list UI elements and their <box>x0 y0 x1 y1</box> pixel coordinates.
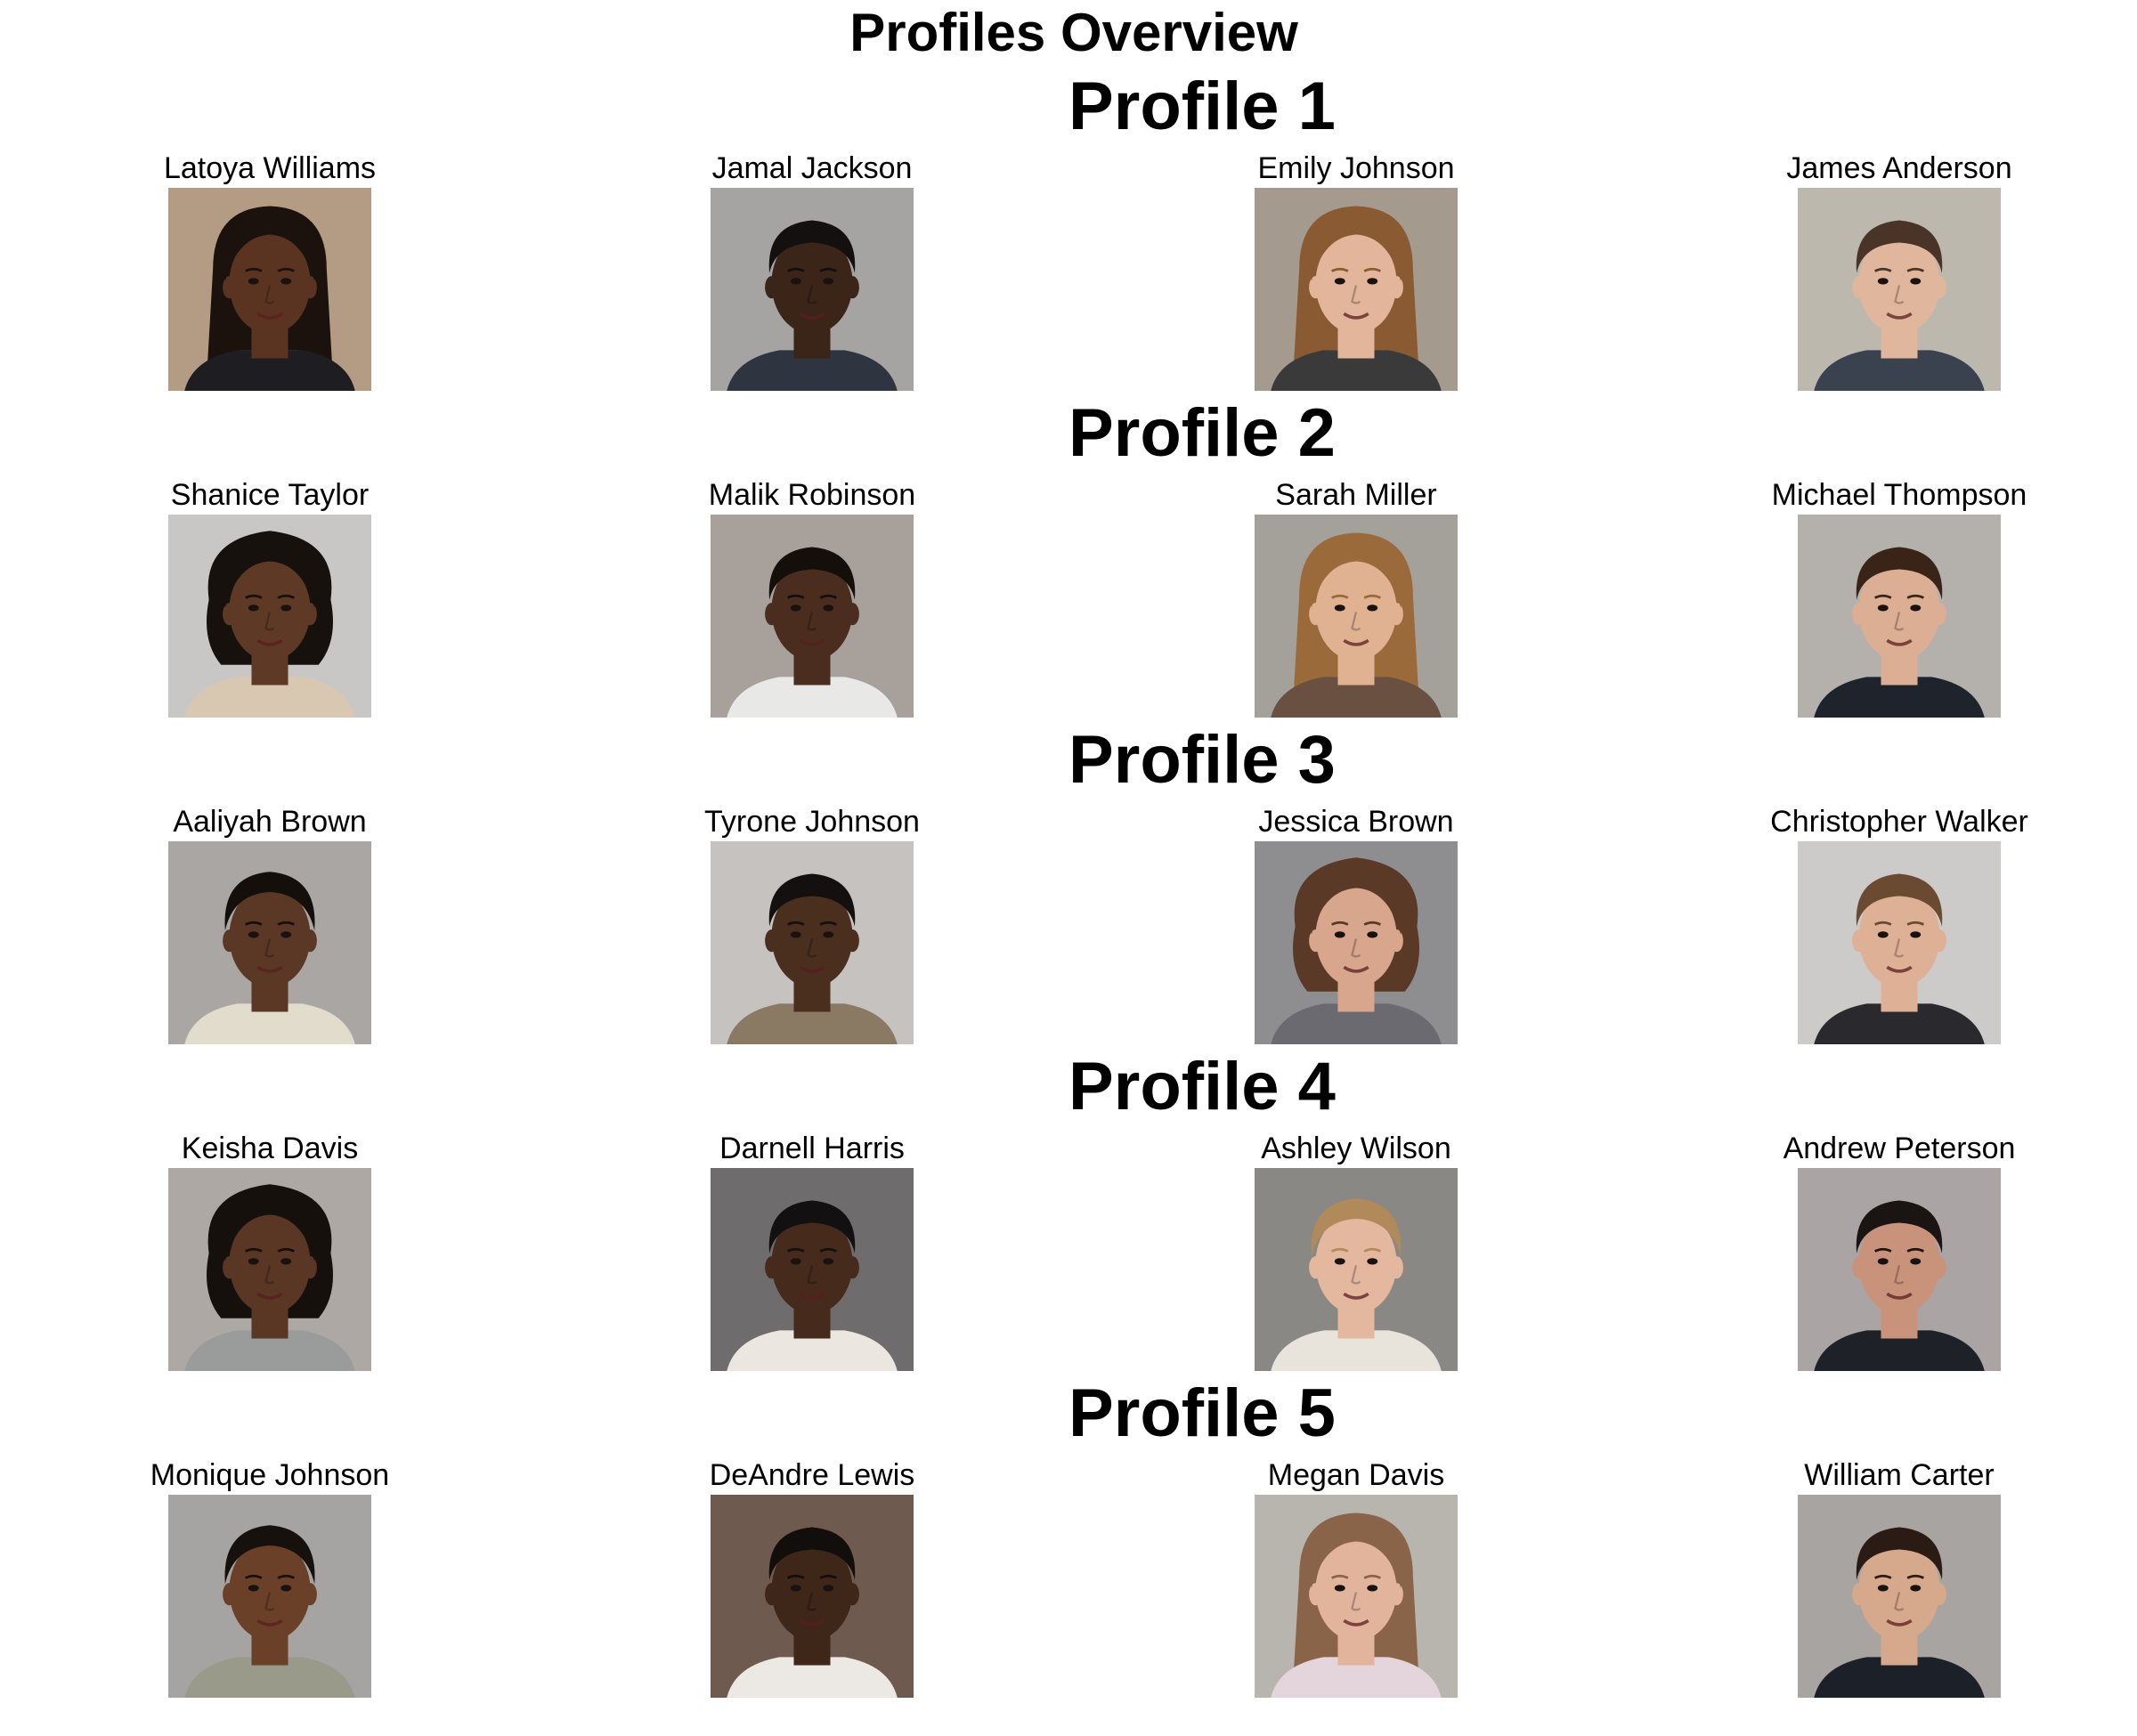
portrait-photo <box>1255 841 1458 1044</box>
portrait-photo <box>711 841 914 1044</box>
person-name: William Carter <box>1804 1458 1995 1492</box>
woman-portrait-icon <box>168 841 371 1044</box>
portrait-photo <box>711 1495 914 1698</box>
person-name: Sarah Miller <box>1275 478 1437 512</box>
portrait-photo <box>1798 188 2001 391</box>
page-title: Profiles Overview <box>849 3 1298 62</box>
woman-portrait-icon <box>1255 515 1458 718</box>
portrait-photo <box>1798 515 2001 718</box>
man-portrait-icon <box>711 841 914 1044</box>
man-portrait-icon <box>1798 841 2001 1044</box>
portrait-photo <box>1255 1495 1458 1698</box>
person-name: Malik Robinson <box>708 478 916 512</box>
portrait-photo <box>711 515 914 718</box>
portrait-photo <box>1255 1168 1458 1371</box>
person-name: Christopher Walker <box>1770 805 2028 839</box>
man-portrait-icon <box>711 1495 914 1698</box>
person-name: Darnell Harris <box>719 1132 905 1165</box>
portrait-photo <box>168 1168 371 1371</box>
man-portrait-icon <box>1798 1168 2001 1371</box>
profile-heading-2: Profile 2 <box>1068 395 1336 471</box>
person-name: Latoya Williams <box>163 151 377 185</box>
portrait-photo <box>1798 1168 2001 1371</box>
person-name: Keisha Davis <box>181 1132 359 1165</box>
woman-portrait-icon <box>168 1168 371 1371</box>
man-portrait-icon <box>711 1168 914 1371</box>
person-name: Megan Davis <box>1267 1458 1445 1492</box>
profile-heading-1: Profile 1 <box>1068 69 1336 144</box>
person-name: Jessica Brown <box>1258 805 1454 839</box>
portrait-photo <box>1798 1495 2001 1698</box>
woman-portrait-icon <box>1255 1168 1458 1371</box>
profile-heading-5: Profile 5 <box>1068 1375 1336 1451</box>
portrait-photo <box>1798 841 2001 1044</box>
portrait-photo <box>168 515 371 718</box>
woman-portrait-icon <box>1255 1495 1458 1698</box>
person-name: Jamal Jackson <box>711 151 913 185</box>
woman-portrait-icon <box>1255 188 1458 391</box>
portrait-photo <box>711 1168 914 1371</box>
man-portrait-icon <box>711 188 914 391</box>
woman-portrait-icon <box>168 515 371 718</box>
profile-heading-3: Profile 3 <box>1068 722 1336 798</box>
person-name: Emily Johnson <box>1257 151 1455 185</box>
woman-portrait-icon <box>1255 841 1458 1044</box>
person-name: Ashley Wilson <box>1261 1132 1451 1165</box>
portrait-photo <box>711 188 914 391</box>
man-portrait-icon <box>1798 188 2001 391</box>
person-name: Michael Thompson <box>1771 478 2027 512</box>
man-portrait-icon <box>1798 515 2001 718</box>
person-name: Shanice Taylor <box>170 478 370 512</box>
woman-portrait-icon <box>168 188 371 391</box>
man-portrait-icon <box>711 515 914 718</box>
portrait-photo <box>1255 515 1458 718</box>
person-name: Monique Johnson <box>150 1458 390 1492</box>
portrait-photo <box>168 1495 371 1698</box>
profile-heading-4: Profile 4 <box>1068 1049 1336 1124</box>
woman-portrait-icon <box>168 1495 371 1698</box>
portrait-photo <box>168 188 371 391</box>
portrait-photo <box>168 841 371 1044</box>
person-name: James Anderson <box>1786 151 2012 185</box>
person-name: Andrew Peterson <box>1783 1132 2016 1165</box>
person-name: DeAndre Lewis <box>709 1458 915 1492</box>
man-portrait-icon <box>1798 1495 2001 1698</box>
person-name: Tyrone Johnson <box>704 805 920 839</box>
portrait-photo <box>1255 188 1458 391</box>
person-name: Aaliyah Brown <box>173 805 367 839</box>
